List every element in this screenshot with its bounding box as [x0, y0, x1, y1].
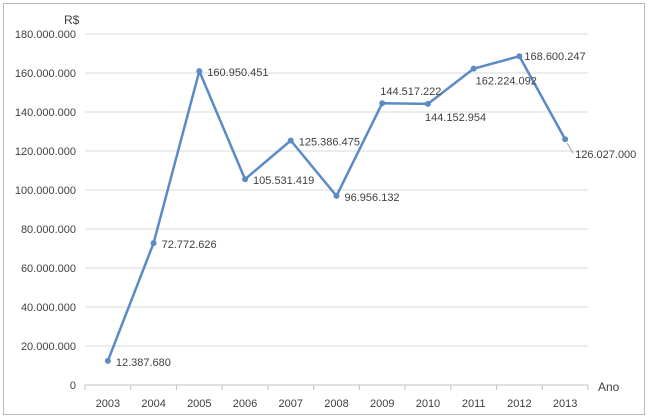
x-tick-label: 2005: [187, 398, 211, 410]
y-tick-label: 20.000.000: [21, 341, 76, 353]
data-point: [287, 137, 294, 144]
data-label-leader: [566, 142, 574, 154]
series-line: [106, 54, 567, 362]
x-tick-label: 2007: [279, 398, 303, 410]
data-label: 168.600.247: [524, 51, 585, 63]
x-tick-label: 2009: [370, 398, 394, 410]
data-label: 12.387.680: [116, 357, 171, 369]
data-label: 72.772.626: [162, 239, 217, 251]
x-axis-label: Ano: [598, 380, 620, 394]
data-point: [242, 176, 249, 183]
data-label: 160.950.451: [207, 67, 268, 79]
data-label: 105.531.419: [253, 175, 314, 187]
y-tick-label: 0: [70, 380, 76, 392]
data-point: [562, 136, 569, 143]
y-tick-label: 100.000.000: [15, 185, 76, 197]
y-tick-label: 40.000.000: [21, 302, 76, 314]
x-tick-label: 2012: [507, 398, 531, 410]
data-point: [516, 53, 523, 60]
x-tick-label: 2006: [233, 398, 257, 410]
y-axis-label: R$: [64, 13, 80, 27]
data-point: [424, 100, 431, 107]
data-point: [379, 100, 386, 107]
data-point: [150, 240, 157, 247]
y-tick-label: 60.000.000: [21, 263, 76, 275]
chart-frame: [3, 3, 645, 415]
x-tick-label: 2011: [462, 398, 486, 410]
data-label: 144.517.222: [380, 86, 441, 98]
x-tick-label: 2004: [141, 398, 165, 410]
data-point: [196, 68, 203, 75]
x-tick-label: 2003: [96, 398, 120, 410]
data-point: [470, 65, 477, 72]
data-label: 144.152.954: [425, 112, 486, 124]
x-tick-label: 2008: [324, 398, 348, 410]
data-point: [104, 357, 111, 364]
y-tick-label: 120.000.000: [15, 146, 76, 158]
x-tick-label: 2010: [416, 398, 440, 410]
y-tick-label: 180.000.000: [15, 29, 76, 41]
data-label: 126.027.000: [575, 149, 636, 161]
data-label: 96.956.132: [345, 192, 400, 204]
data-point: [333, 192, 340, 199]
x-tick-label: 2013: [553, 398, 577, 410]
y-tick-label: 80.000.000: [21, 224, 76, 236]
data-label: 125.386.475: [299, 136, 360, 148]
data-label: 162.224.092: [476, 76, 537, 88]
y-tick-label: 160.000.000: [15, 68, 76, 80]
y-tick-label: 140.000.000: [15, 107, 76, 119]
